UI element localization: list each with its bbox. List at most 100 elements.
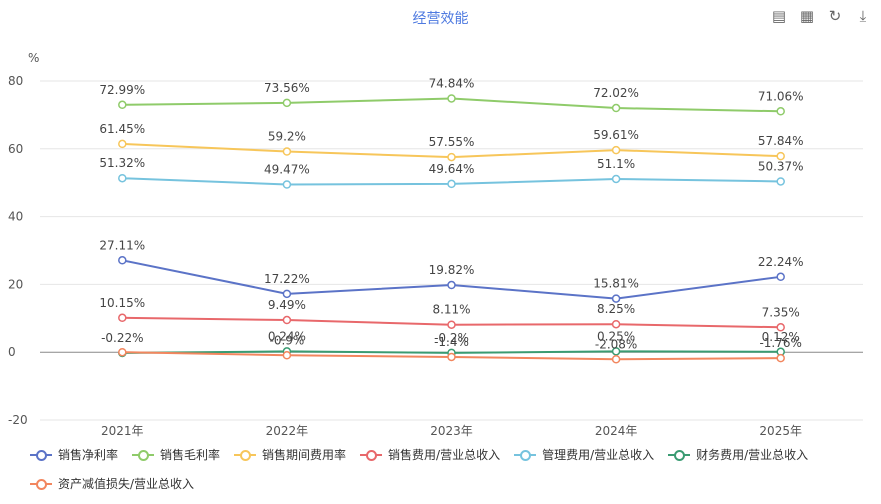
- data-point[interactable]: [282, 289, 292, 299]
- table-view-icon[interactable]: ▦: [799, 7, 815, 25]
- data-label: 49.64%: [429, 162, 475, 176]
- legend: 销售净利率 销售毛利率 销售期间费用率 销售费用/营业总收入 管理费用/营业总收入 财务费…: [30, 446, 870, 504]
- data-label: 72.02%: [593, 86, 639, 100]
- data-point[interactable]: [611, 319, 621, 329]
- data-point[interactable]: [282, 315, 292, 325]
- legend-label: 财务费用/营业总收入: [696, 448, 809, 462]
- data-label: 51.32%: [99, 156, 145, 170]
- refresh-icon[interactable]: ↻: [828, 7, 842, 25]
- data-label: 19.82%: [429, 263, 475, 277]
- data-label: 57.84%: [758, 134, 804, 148]
- data-label: -1.4%: [434, 335, 469, 349]
- legend-item[interactable]: 销售毛利率: [132, 446, 220, 463]
- data-label: 61.45%: [99, 122, 145, 136]
- data-point[interactable]: [282, 98, 292, 108]
- data-point[interactable]: [776, 107, 785, 116]
- data-label: 27.11%: [99, 238, 145, 252]
- data-label: 50.37%: [758, 159, 804, 173]
- chart-title: 经营效能: [412, 11, 469, 27]
- data-label: 0.12%: [762, 330, 800, 344]
- data-point[interactable]: [776, 353, 785, 363]
- data-point[interactable]: [611, 355, 621, 364]
- data-label: 57.55%: [429, 135, 475, 149]
- data-point[interactable]: [118, 100, 127, 110]
- data-point[interactable]: [118, 173, 127, 183]
- series-lines: [118, 94, 785, 364]
- x-tick-label: 2021年: [101, 424, 144, 438]
- data-label: -0.22%: [101, 331, 143, 345]
- legend-item[interactable]: 管理费用/营业总收入: [514, 446, 654, 463]
- data-point[interactable]: [282, 351, 292, 360]
- data-point[interactable]: [447, 152, 456, 162]
- data-point[interactable]: [118, 347, 127, 357]
- legend-label: 销售期间费用率: [262, 448, 347, 462]
- legend-swatch: [668, 449, 691, 461]
- y-tick-label: 40: [8, 210, 23, 224]
- chart-toolbar: ▤ ▦ ↻ ⤓: [769, 6, 873, 26]
- data-label: 71.06%: [758, 89, 804, 103]
- legend-swatch: [30, 449, 52, 461]
- y-tick-label: 60: [8, 142, 23, 156]
- data-label: -2.08%: [595, 337, 637, 351]
- data-point[interactable]: [447, 320, 456, 329]
- data-labels: 27.11% 17.22% 19.82% 15.81% 22.24% 72.99% 73.5…: [99, 76, 803, 351]
- grid-lines: [40, 80, 863, 421]
- data-label: 73.56%: [264, 81, 310, 95]
- x-tick-label: 2023年: [430, 424, 473, 438]
- data-label: 8.25%: [597, 302, 635, 316]
- data-point[interactable]: [118, 313, 127, 323]
- legend-swatch: [360, 449, 383, 461]
- data-label: 15.81%: [593, 277, 639, 291]
- data-point[interactable]: [447, 352, 456, 362]
- legend-label: 销售费用/营业总收入: [388, 448, 501, 462]
- data-point[interactable]: [447, 179, 456, 189]
- data-point[interactable]: [611, 145, 621, 155]
- data-point[interactable]: [118, 139, 127, 149]
- data-point[interactable]: [611, 174, 621, 184]
- data-point[interactable]: [447, 280, 456, 290]
- data-point[interactable]: [282, 147, 292, 156]
- data-point[interactable]: [447, 94, 456, 103]
- download-icon[interactable]: ⤓: [859, 7, 867, 25]
- data-point[interactable]: [776, 323, 785, 332]
- legend-label: 销售净利率: [58, 448, 119, 462]
- legend-swatch: [132, 449, 155, 461]
- x-tick-label: 2024年: [595, 424, 638, 438]
- data-label: -0.9%: [269, 333, 304, 347]
- legend-item[interactable]: 财务费用/营业总收入: [668, 446, 808, 463]
- y-axis-unit: %: [28, 51, 39, 65]
- data-point[interactable]: [776, 272, 785, 282]
- y-axis-ticks: -20 0 20 40 60 80: [8, 74, 28, 427]
- data-point[interactable]: [611, 347, 621, 356]
- data-label: 59.61%: [593, 128, 639, 142]
- data-label: 0.25%: [597, 329, 635, 343]
- data-point[interactable]: [611, 103, 621, 113]
- data-point[interactable]: [776, 177, 785, 186]
- legend-label: 销售毛利率: [160, 448, 221, 462]
- data-label: 10.15%: [99, 296, 145, 310]
- data-label: 9.49%: [268, 298, 306, 312]
- data-point[interactable]: [611, 294, 621, 303]
- data-point[interactable]: [776, 151, 785, 161]
- y-tick-label: 80: [8, 74, 23, 88]
- data-label: 49.47%: [264, 162, 310, 176]
- legend-item[interactable]: 资产减值损失/营业总收入: [30, 475, 194, 492]
- data-point[interactable]: [118, 256, 127, 265]
- data-point[interactable]: [282, 180, 292, 189]
- data-label: 74.84%: [429, 76, 475, 90]
- data-view-icon[interactable]: ▤: [771, 7, 787, 25]
- data-label: 17.22%: [264, 272, 310, 286]
- y-tick-label: -20: [8, 413, 28, 427]
- data-label: -1.76%: [759, 336, 801, 350]
- line-chart: % -20 0 20 40 60 80 2021年 2022年 2023年 2024年 2025年…: [8, 51, 863, 438]
- legend-swatch: [514, 449, 537, 461]
- x-tick-label: 2025年: [759, 424, 802, 438]
- y-tick-label: 0: [8, 345, 16, 359]
- data-label: 51.1%: [597, 157, 635, 171]
- data-label: 0.24%: [268, 329, 306, 343]
- legend-label: 资产减值损失/营业总收入: [58, 477, 195, 491]
- legend-swatch: [30, 478, 52, 490]
- legend-item[interactable]: 销售期间费用率: [234, 446, 346, 463]
- legend-item[interactable]: 销售净利率: [30, 446, 118, 463]
- legend-item[interactable]: 销售费用/营业总收入: [360, 446, 500, 463]
